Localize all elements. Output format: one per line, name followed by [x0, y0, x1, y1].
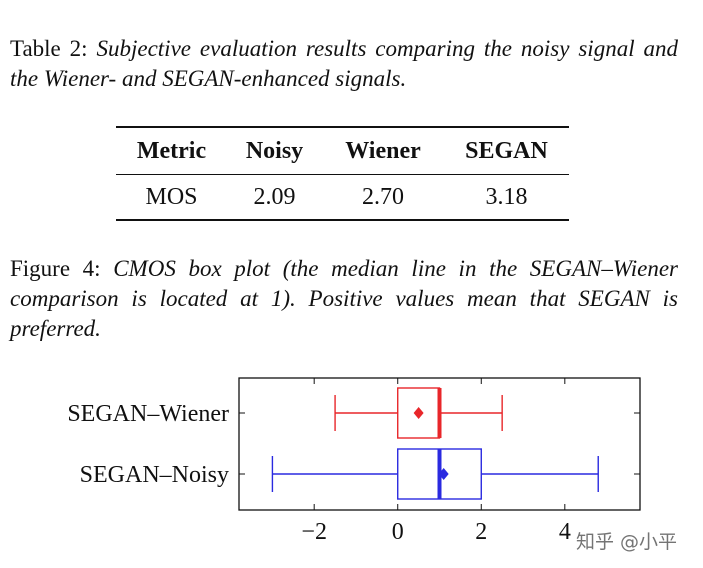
watermark: 知乎 @小平 — [576, 531, 678, 553]
mean-marker — [438, 468, 449, 480]
figure-caption-label: Figure 4: — [10, 256, 101, 281]
y-category-label: SEGAN–Wiener — [67, 401, 229, 427]
cell-metric: MOS — [145, 183, 198, 210]
cmos-boxplot-chart: −2 0 2 4 SEGAN–Wiener SEGAN–Noisy — [67, 377, 641, 545]
cell-wiener: 2.70 — [362, 183, 404, 210]
table-header-row: Metric Noisy Wiener SEGAN — [116, 127, 569, 175]
results-table: Metric Noisy Wiener SEGAN MOS 2.09 2.70 … — [116, 126, 569, 221]
figure-caption-text: CMOS box plot (the median line in the SE… — [10, 256, 678, 341]
header-wiener: Wiener — [345, 137, 421, 164]
x-tick-label: 4 — [559, 519, 571, 545]
header-segan: SEGAN — [465, 137, 548, 164]
y-category-label: SEGAN–Noisy — [80, 462, 229, 488]
mean-marker — [413, 407, 424, 419]
table-caption-label: Table 2: — [10, 36, 88, 61]
header-metric: Metric — [136, 137, 207, 164]
x-tick-label: −2 — [301, 519, 327, 545]
x-tick-label: 0 — [392, 519, 404, 545]
x-tick-label: 2 — [475, 519, 487, 545]
table-caption: Table 2: Subjective evaluation results c… — [10, 34, 678, 94]
plot-frame — [238, 377, 641, 511]
cell-segan: 3.18 — [485, 183, 528, 210]
cell-noisy: 2.09 — [253, 183, 296, 210]
figure-caption: Figure 4: CMOS box plot (the median line… — [10, 254, 678, 344]
table-row: MOS 2.09 2.70 3.18 — [116, 175, 569, 220]
table-caption-text: Subjective evaluation results comparing … — [10, 36, 679, 91]
header-noisy: Noisy — [245, 137, 304, 164]
